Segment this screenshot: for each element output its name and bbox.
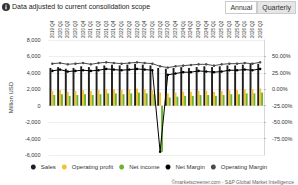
svg-text:2022 Q4: 2022 Q4 xyxy=(142,20,147,38)
svg-text:2024 Q2: 2024 Q2 xyxy=(188,20,193,38)
svg-text:Million USD: Million USD xyxy=(8,81,14,113)
svg-text:2022 Q1: 2022 Q1 xyxy=(119,20,124,38)
svg-text:2024 Q1: 2024 Q1 xyxy=(181,20,186,38)
svg-text:0.00%: 0.00% xyxy=(272,86,288,92)
svg-text:2,000: 2,000 xyxy=(27,86,41,92)
svg-text:2025 Q4: 2025 Q4 xyxy=(235,20,240,38)
svg-text:2024 Q4: 2024 Q4 xyxy=(204,20,209,38)
svg-text:8,000: 8,000 xyxy=(27,37,41,43)
svg-text:4,000: 4,000 xyxy=(27,70,41,76)
svg-text:Net income: Net income xyxy=(129,164,160,170)
svg-text:2025 Q2: 2025 Q2 xyxy=(219,20,224,38)
svg-text:2020 Q1: 2020 Q1 xyxy=(58,20,63,38)
svg-text:25.00%: 25.00% xyxy=(272,70,291,76)
svg-text:-2,000: -2,000 xyxy=(25,119,41,125)
svg-text:2020 Q3: 2020 Q3 xyxy=(73,20,78,38)
svg-text:2022 Q2: 2022 Q2 xyxy=(127,20,132,38)
svg-text:Operating Margin: Operating Margin xyxy=(221,164,267,170)
html-text:Quarterly: Quarterly xyxy=(262,4,291,11)
svg-text:2021 Q3: 2021 Q3 xyxy=(104,20,109,38)
svg-text:50.00%: 50.00% xyxy=(272,53,291,59)
svg-text:2023 Q1: 2023 Q1 xyxy=(150,20,155,38)
html-text:Data adjusted to current conso: Data adjusted to current consolidation s… xyxy=(12,3,151,10)
svg-text:2020 Q4: 2020 Q4 xyxy=(81,20,86,38)
svg-text:2026 Q3: 2026 Q3 xyxy=(258,20,263,38)
svg-text:-75.00%: -75.00% xyxy=(272,136,293,142)
svg-text:©marketscreener.com - S&P Glob: ©marketscreener.com - S&P Global Market … xyxy=(171,179,294,185)
svg-text:2023 Q3: 2023 Q3 xyxy=(165,20,170,38)
svg-text:Net Margin: Net Margin xyxy=(176,164,205,170)
svg-text:-25.00%: -25.00% xyxy=(272,103,293,109)
svg-text:2020 Q2: 2020 Q2 xyxy=(65,20,70,38)
svg-text:2023 Q4: 2023 Q4 xyxy=(173,20,178,38)
html-text:Annual: Annual xyxy=(230,4,253,11)
svg-text:2021 Q1: 2021 Q1 xyxy=(88,20,93,38)
svg-text:2022 Q3: 2022 Q3 xyxy=(135,20,140,38)
svg-text:-4,000: -4,000 xyxy=(25,136,41,142)
svg-text:Sales: Sales xyxy=(41,164,56,170)
svg-text:0: 0 xyxy=(37,103,40,109)
svg-text:6,000: 6,000 xyxy=(27,53,41,59)
svg-text:2019 Q4: 2019 Q4 xyxy=(50,20,55,38)
svg-text:2021 Q4: 2021 Q4 xyxy=(111,20,116,38)
svg-text:2024 Q3: 2024 Q3 xyxy=(196,20,201,38)
svg-text:2021 Q2: 2021 Q2 xyxy=(96,20,101,38)
svg-text:2025 Q1: 2025 Q1 xyxy=(211,20,216,38)
svg-text:2026 Q2: 2026 Q2 xyxy=(250,20,255,38)
svg-text:2025 Q3: 2025 Q3 xyxy=(227,20,232,38)
svg-text:-50.00%: -50.00% xyxy=(272,119,293,125)
svg-text:2023 Q2: 2023 Q2 xyxy=(158,20,163,38)
svg-text:2026 Q1: 2026 Q1 xyxy=(242,20,247,38)
svg-text:Operating profit: Operating profit xyxy=(72,164,114,170)
svg-text:-6,000: -6,000 xyxy=(25,152,41,158)
